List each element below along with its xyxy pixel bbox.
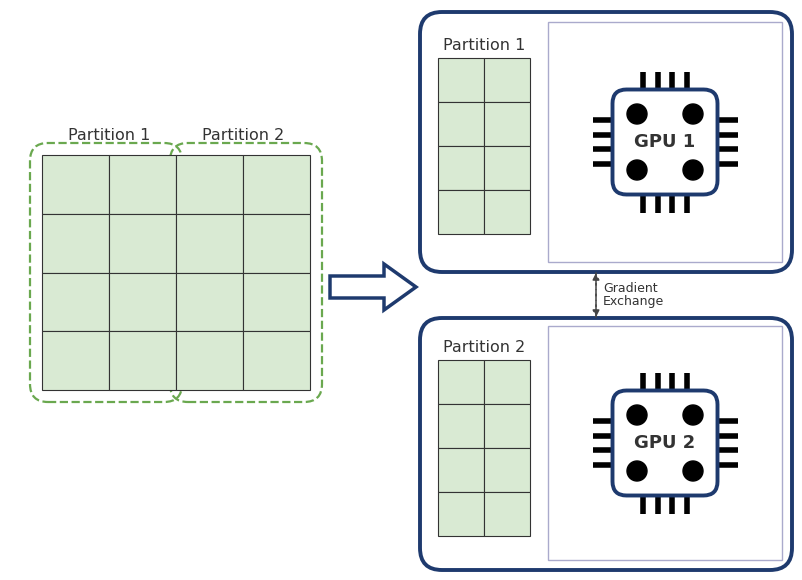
- Bar: [484, 360, 530, 404]
- Bar: [109, 214, 176, 273]
- Bar: [438, 360, 484, 404]
- Bar: [42, 155, 109, 214]
- FancyBboxPatch shape: [613, 390, 718, 495]
- Bar: [42, 273, 109, 331]
- Circle shape: [627, 160, 647, 180]
- Bar: [109, 155, 176, 214]
- Text: Partition 2: Partition 2: [443, 340, 525, 355]
- Bar: [548, 326, 782, 560]
- Text: Partition 2: Partition 2: [202, 128, 284, 143]
- Bar: [243, 214, 310, 273]
- Text: Partition 1: Partition 1: [443, 38, 525, 53]
- Bar: [438, 102, 484, 146]
- Circle shape: [627, 405, 647, 425]
- Circle shape: [683, 104, 703, 124]
- Bar: [484, 58, 530, 102]
- Bar: [109, 331, 176, 390]
- Bar: [176, 155, 243, 214]
- Bar: [176, 273, 243, 331]
- Text: GPU 2: GPU 2: [634, 434, 695, 452]
- Bar: [484, 404, 530, 448]
- Text: Exchange: Exchange: [603, 295, 664, 307]
- FancyBboxPatch shape: [420, 318, 792, 570]
- Bar: [109, 273, 176, 331]
- Bar: [42, 214, 109, 273]
- FancyBboxPatch shape: [420, 12, 792, 272]
- Bar: [176, 214, 243, 273]
- Bar: [438, 190, 484, 234]
- Circle shape: [683, 160, 703, 180]
- Bar: [438, 492, 484, 536]
- Bar: [243, 155, 310, 214]
- Text: Partition 1: Partition 1: [68, 128, 150, 143]
- Bar: [484, 448, 530, 492]
- Bar: [484, 146, 530, 190]
- Bar: [484, 102, 530, 146]
- Bar: [548, 22, 782, 262]
- Text: Gradient: Gradient: [603, 282, 658, 295]
- Circle shape: [683, 405, 703, 425]
- Text: GPU 1: GPU 1: [634, 133, 695, 151]
- Bar: [438, 448, 484, 492]
- Bar: [176, 331, 243, 390]
- Bar: [484, 492, 530, 536]
- Polygon shape: [330, 264, 416, 310]
- Circle shape: [683, 461, 703, 481]
- Bar: [438, 404, 484, 448]
- Circle shape: [627, 461, 647, 481]
- Bar: [243, 331, 310, 390]
- Bar: [243, 273, 310, 331]
- Bar: [438, 146, 484, 190]
- Bar: [438, 58, 484, 102]
- Circle shape: [627, 104, 647, 124]
- Bar: [484, 190, 530, 234]
- FancyBboxPatch shape: [613, 89, 718, 194]
- Bar: [42, 331, 109, 390]
